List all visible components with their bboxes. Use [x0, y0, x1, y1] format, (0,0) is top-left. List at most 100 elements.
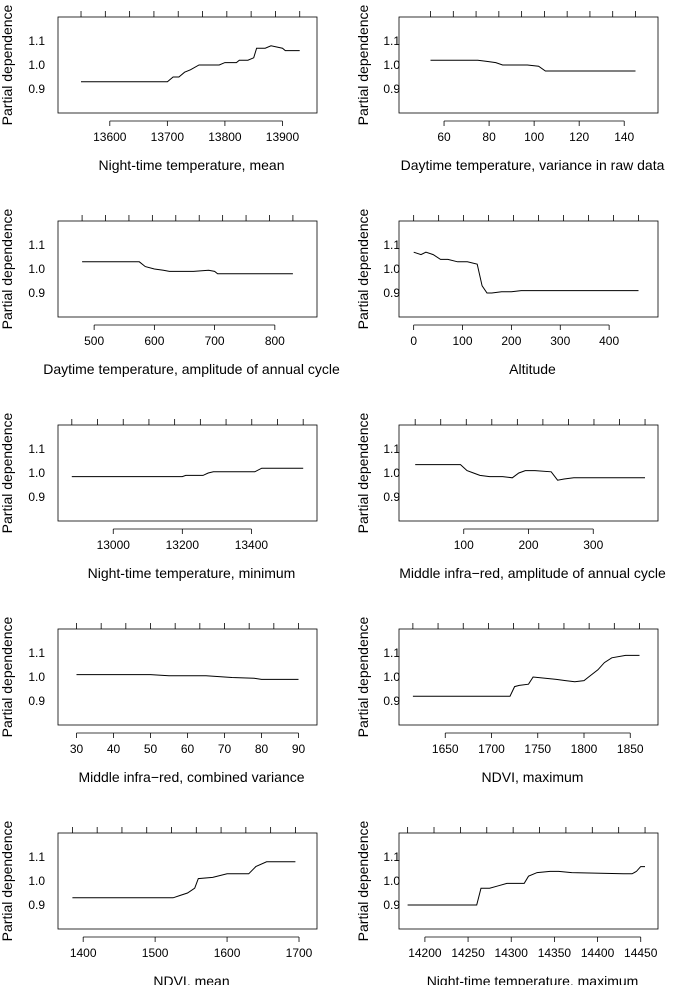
x-tick-label: 13600	[93, 130, 127, 144]
x-tick-label: 1800	[571, 742, 598, 756]
x-tick-label: 100	[524, 130, 544, 144]
y-tick-label: 0.9	[383, 82, 400, 96]
chart-panel-1: 13600 13700 13800 13900 0.9 1.0 1.1 Night-time …	[0, 4, 318, 173]
y-axis-title: Partial dependence	[0, 820, 15, 941]
y-axis-title: Partial dependence	[0, 616, 15, 737]
x-axis-title: NDVI, maximum	[482, 769, 584, 785]
x-axis-title: Night-time temperature, mean	[99, 157, 285, 173]
x-tick-label: 70	[218, 742, 232, 756]
y-tick-label: 0.9	[383, 898, 400, 912]
y-tick-label: 1.0	[28, 466, 45, 480]
y-tick-label: 0.9	[28, 490, 45, 504]
plot-frame	[398, 424, 659, 522]
chart-panel-7: 30 40 50 60 70 80 90 0.9 1.0 1.1 Middle infra−red,…	[0, 616, 318, 785]
y-axis-title: Partial dependence	[0, 208, 15, 329]
plot-frame	[57, 832, 318, 930]
x-tick-label: 200	[501, 334, 521, 348]
y-axis-title: Partial dependence	[355, 616, 371, 737]
x-tick-label: 13000	[97, 538, 131, 552]
x-tick-label: 14300	[495, 946, 529, 960]
plot-frame	[57, 628, 318, 726]
x-axis-title: Middle infra−red, combined variance	[78, 769, 304, 785]
x-tick-label: 50	[144, 742, 158, 756]
y-tick-label: 1.0	[383, 670, 400, 684]
x-tick-label: 13900	[266, 130, 300, 144]
y-tick-label: 1.0	[28, 262, 45, 276]
y-tick-label: 1.1	[28, 238, 45, 252]
x-tick-label: 600	[144, 334, 164, 348]
x-tick-label: 14400	[581, 946, 615, 960]
x-tick-label: 500	[84, 334, 104, 348]
series-line	[76, 674, 299, 680]
y-tick-label: 0.9	[28, 286, 45, 300]
y-tick-label: 1.0	[28, 874, 45, 888]
y-axis-title: Partial dependence	[355, 412, 371, 533]
plot-frame	[57, 16, 318, 114]
y-axis-title: Partial dependence	[0, 412, 15, 533]
x-tick-label: 14350	[538, 946, 572, 960]
series-line	[71, 467, 304, 478]
x-axis-title: Altitude	[509, 361, 556, 377]
y-tick-label: 1.0	[383, 466, 400, 480]
x-axis-title: Night-time temperature, maximum	[427, 973, 639, 985]
y-tick-label: 1.0	[383, 262, 400, 276]
x-tick-label: 800	[265, 334, 285, 348]
plot-frame	[398, 220, 659, 318]
chart-panel-2: 60 80 100 120 140 0.9 1.0 1.1 Daytime temperatur…	[355, 4, 665, 173]
series-line	[413, 251, 639, 294]
y-tick-label: 1.1	[28, 34, 45, 48]
x-tick-label: 300	[583, 538, 603, 552]
series-line	[72, 861, 296, 899]
x-tick-label: 140	[614, 130, 634, 144]
x-tick-label: 400	[599, 334, 619, 348]
x-tick-label: 1500	[142, 946, 169, 960]
series-line	[407, 866, 645, 906]
x-tick-label: 1700	[286, 946, 313, 960]
y-tick-label: 1.1	[383, 238, 400, 252]
x-tick-label: 1700	[478, 742, 505, 756]
y-tick-label: 1.1	[383, 34, 400, 48]
x-tick-label: 120	[569, 130, 589, 144]
plot-frame	[398, 628, 659, 726]
y-tick-label: 1.0	[383, 874, 400, 888]
x-tick-label: 100	[453, 334, 473, 348]
y-tick-label: 1.1	[28, 850, 45, 864]
y-axis-title: Partial dependence	[355, 208, 371, 329]
chart-panel-4: 0 100 200 300 400 0.9 1.0 1.1 Altitude Partial de…	[355, 208, 659, 377]
y-axis-title: Partial dependence	[0, 4, 15, 125]
series-line	[415, 464, 645, 481]
plot-frame	[57, 220, 318, 318]
plot-frame	[398, 16, 659, 114]
chart-panel-3: 500 600 700 800 0.9 1.0 1.1 Daytime temperature…	[0, 208, 340, 377]
x-tick-label: 100	[454, 538, 474, 552]
x-tick-label: 14250	[451, 946, 485, 960]
x-tick-label: 13200	[166, 538, 200, 552]
y-tick-label: 0.9	[383, 286, 400, 300]
x-tick-label: 0	[410, 334, 417, 348]
y-axis-title: Partial dependence	[355, 4, 371, 125]
x-tick-label: 1400	[70, 946, 97, 960]
y-axis-title: Partial dependence	[355, 820, 371, 941]
x-tick-label: 60	[181, 742, 195, 756]
y-tick-label: 1.1	[383, 442, 400, 456]
y-tick-label: 1.1	[28, 646, 45, 660]
x-tick-label: 200	[518, 538, 538, 552]
x-axis-title: NDVI, mean	[153, 973, 229, 985]
x-tick-label: 1650	[432, 742, 459, 756]
x-tick-label: 13700	[151, 130, 185, 144]
series-line	[430, 59, 636, 72]
x-tick-label: 700	[205, 334, 225, 348]
y-tick-label: 1.0	[28, 670, 45, 684]
x-tick-label: 14200	[408, 946, 442, 960]
x-tick-label: 13800	[208, 130, 242, 144]
x-tick-label: 1600	[214, 946, 241, 960]
x-tick-label: 80	[482, 130, 496, 144]
x-axis-title: Daytime temperature, amplitude of annual…	[43, 361, 340, 377]
chart-panel-10: 14200 14250 14300 14350 14400 14450 0.9 1.0 1.1 N…	[355, 820, 659, 989]
y-tick-label: 0.9	[383, 490, 400, 504]
x-axis-title: Middle infra−red, amplitude of annual cy…	[399, 565, 666, 581]
x-tick-label: 1750	[524, 742, 551, 756]
x-tick-label: 13400	[235, 538, 269, 552]
x-tick-label: 300	[550, 334, 570, 348]
